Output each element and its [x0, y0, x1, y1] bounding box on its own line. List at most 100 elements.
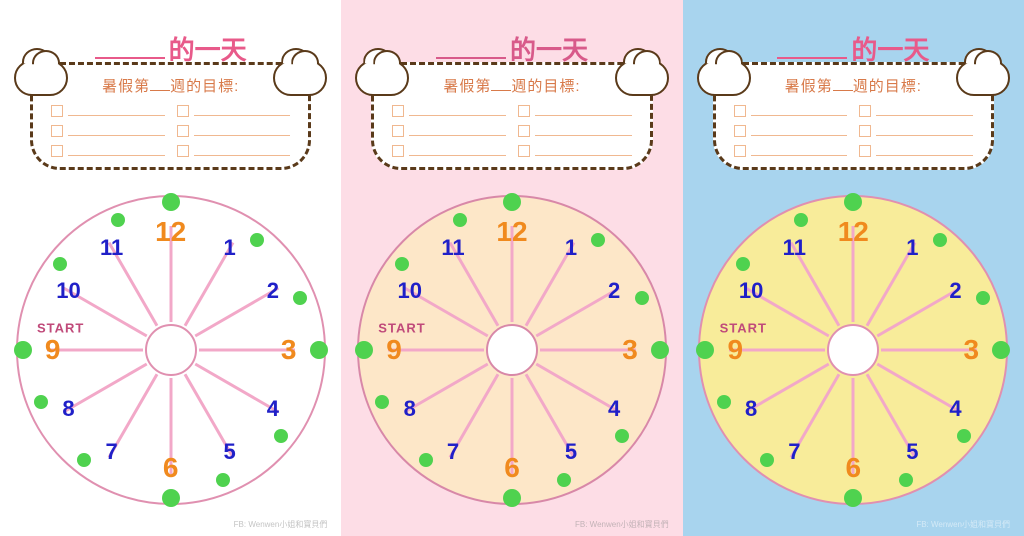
clock-number: 10: [398, 278, 422, 304]
checkbox[interactable]: [51, 105, 63, 117]
clock-dot: [216, 473, 230, 487]
goal-week-blank[interactable]: [833, 90, 853, 91]
clock-number: 12: [496, 216, 527, 248]
clock-center: [145, 324, 197, 376]
goal-line[interactable]: [409, 126, 506, 136]
clock-number: 9: [45, 334, 61, 366]
checkbox[interactable]: [859, 145, 871, 157]
clock-number: 5: [906, 439, 918, 465]
clock-number: 2: [949, 278, 961, 304]
goal-line[interactable]: [68, 146, 165, 156]
goal-line[interactable]: [409, 106, 506, 116]
clock-number: 12: [155, 216, 186, 248]
clock-dot: [696, 341, 714, 359]
goal-line[interactable]: [876, 126, 973, 136]
page-title: 的一天: [20, 30, 321, 67]
goal-line[interactable]: [535, 126, 632, 136]
goal-week-blank[interactable]: [491, 90, 511, 91]
checkbox[interactable]: [392, 145, 404, 157]
clock-number: 1: [565, 235, 577, 261]
clock-dot: [162, 193, 180, 211]
clock-dot: [736, 257, 750, 271]
goal-line[interactable]: [68, 106, 165, 116]
goal-box: 暑假第週的目標:: [371, 62, 652, 170]
clock-dot: [635, 291, 649, 305]
checkbox[interactable]: [734, 125, 746, 137]
clock-dot: [14, 341, 32, 359]
checkbox[interactable]: [518, 105, 530, 117]
clock-dot: [992, 341, 1010, 359]
goal-suffix: 週的目標:: [170, 78, 239, 95]
goal-line[interactable]: [409, 146, 506, 156]
goal-line[interactable]: [535, 106, 632, 116]
goal-line[interactable]: [751, 146, 848, 156]
title-blank[interactable]: [95, 57, 165, 59]
clock-dot: [355, 341, 373, 359]
cloud-icon: [956, 60, 1010, 96]
clock-number: 8: [745, 396, 757, 422]
goal-row: [392, 102, 506, 120]
clock-ray: [729, 349, 825, 352]
goal-line[interactable]: [876, 146, 973, 156]
planner-panel: 的一天暑假第週的目標:121234567891011STARTFB: Wenwe…: [0, 0, 341, 536]
checkbox[interactable]: [51, 145, 63, 157]
cloud-icon: [14, 60, 68, 96]
goal-row: [859, 122, 973, 140]
goal-line[interactable]: [876, 106, 973, 116]
clock-dot: [933, 233, 947, 247]
clock-dot: [53, 257, 67, 271]
checkbox[interactable]: [392, 105, 404, 117]
checkbox[interactable]: [734, 105, 746, 117]
clock-dot: [250, 233, 264, 247]
title-suffix: 的一天: [851, 35, 929, 65]
clock-dot: [77, 453, 91, 467]
checkbox[interactable]: [177, 145, 189, 157]
title-suffix: 的一天: [169, 35, 247, 65]
clock-number: 6: [163, 452, 179, 484]
goal-line[interactable]: [68, 126, 165, 136]
page-title: 的一天: [361, 30, 662, 67]
goal-line[interactable]: [751, 106, 848, 116]
clock-dot: [651, 341, 669, 359]
clock-dot: [844, 489, 862, 507]
goal-row: [177, 102, 291, 120]
clock: 121234567891011START: [698, 195, 1008, 505]
checkbox[interactable]: [177, 125, 189, 137]
clock-number: 9: [728, 334, 744, 366]
clock-dot: [503, 193, 521, 211]
checkbox[interactable]: [177, 105, 189, 117]
planner-panel: 的一天暑假第週的目標:121234567891011STARTFB: Wenwe…: [683, 0, 1024, 536]
goal-title: 暑假第週的目標:: [734, 75, 973, 96]
clock-number: 7: [788, 439, 800, 465]
checkbox[interactable]: [859, 125, 871, 137]
checkbox[interactable]: [392, 125, 404, 137]
goal-week-blank[interactable]: [150, 90, 170, 91]
clock-ray: [47, 349, 143, 352]
checkbox[interactable]: [518, 145, 530, 157]
clock-dot: [395, 257, 409, 271]
checkbox[interactable]: [859, 105, 871, 117]
checkbox[interactable]: [518, 125, 530, 137]
goal-line[interactable]: [535, 146, 632, 156]
goal-row: [51, 142, 165, 160]
goal-box: 暑假第週的目標:: [713, 62, 994, 170]
title-blank[interactable]: [436, 57, 506, 59]
goal-row: [51, 102, 165, 120]
goal-row: [859, 142, 973, 160]
checkbox[interactable]: [51, 125, 63, 137]
clock-number: 12: [838, 216, 869, 248]
goal-line[interactable]: [194, 126, 291, 136]
clock-dot: [615, 429, 629, 443]
goal-line[interactable]: [194, 106, 291, 116]
checkbox[interactable]: [734, 145, 746, 157]
goal-row: [518, 102, 632, 120]
goal-line[interactable]: [751, 126, 848, 136]
clock-number: 1: [224, 235, 236, 261]
clock-number: 7: [447, 439, 459, 465]
clock-number: 10: [739, 278, 763, 304]
clock-number: 7: [106, 439, 118, 465]
start-label: START: [37, 321, 84, 336]
title-blank[interactable]: [777, 57, 847, 59]
goal-columns: [392, 102, 631, 162]
goal-line[interactable]: [194, 146, 291, 156]
